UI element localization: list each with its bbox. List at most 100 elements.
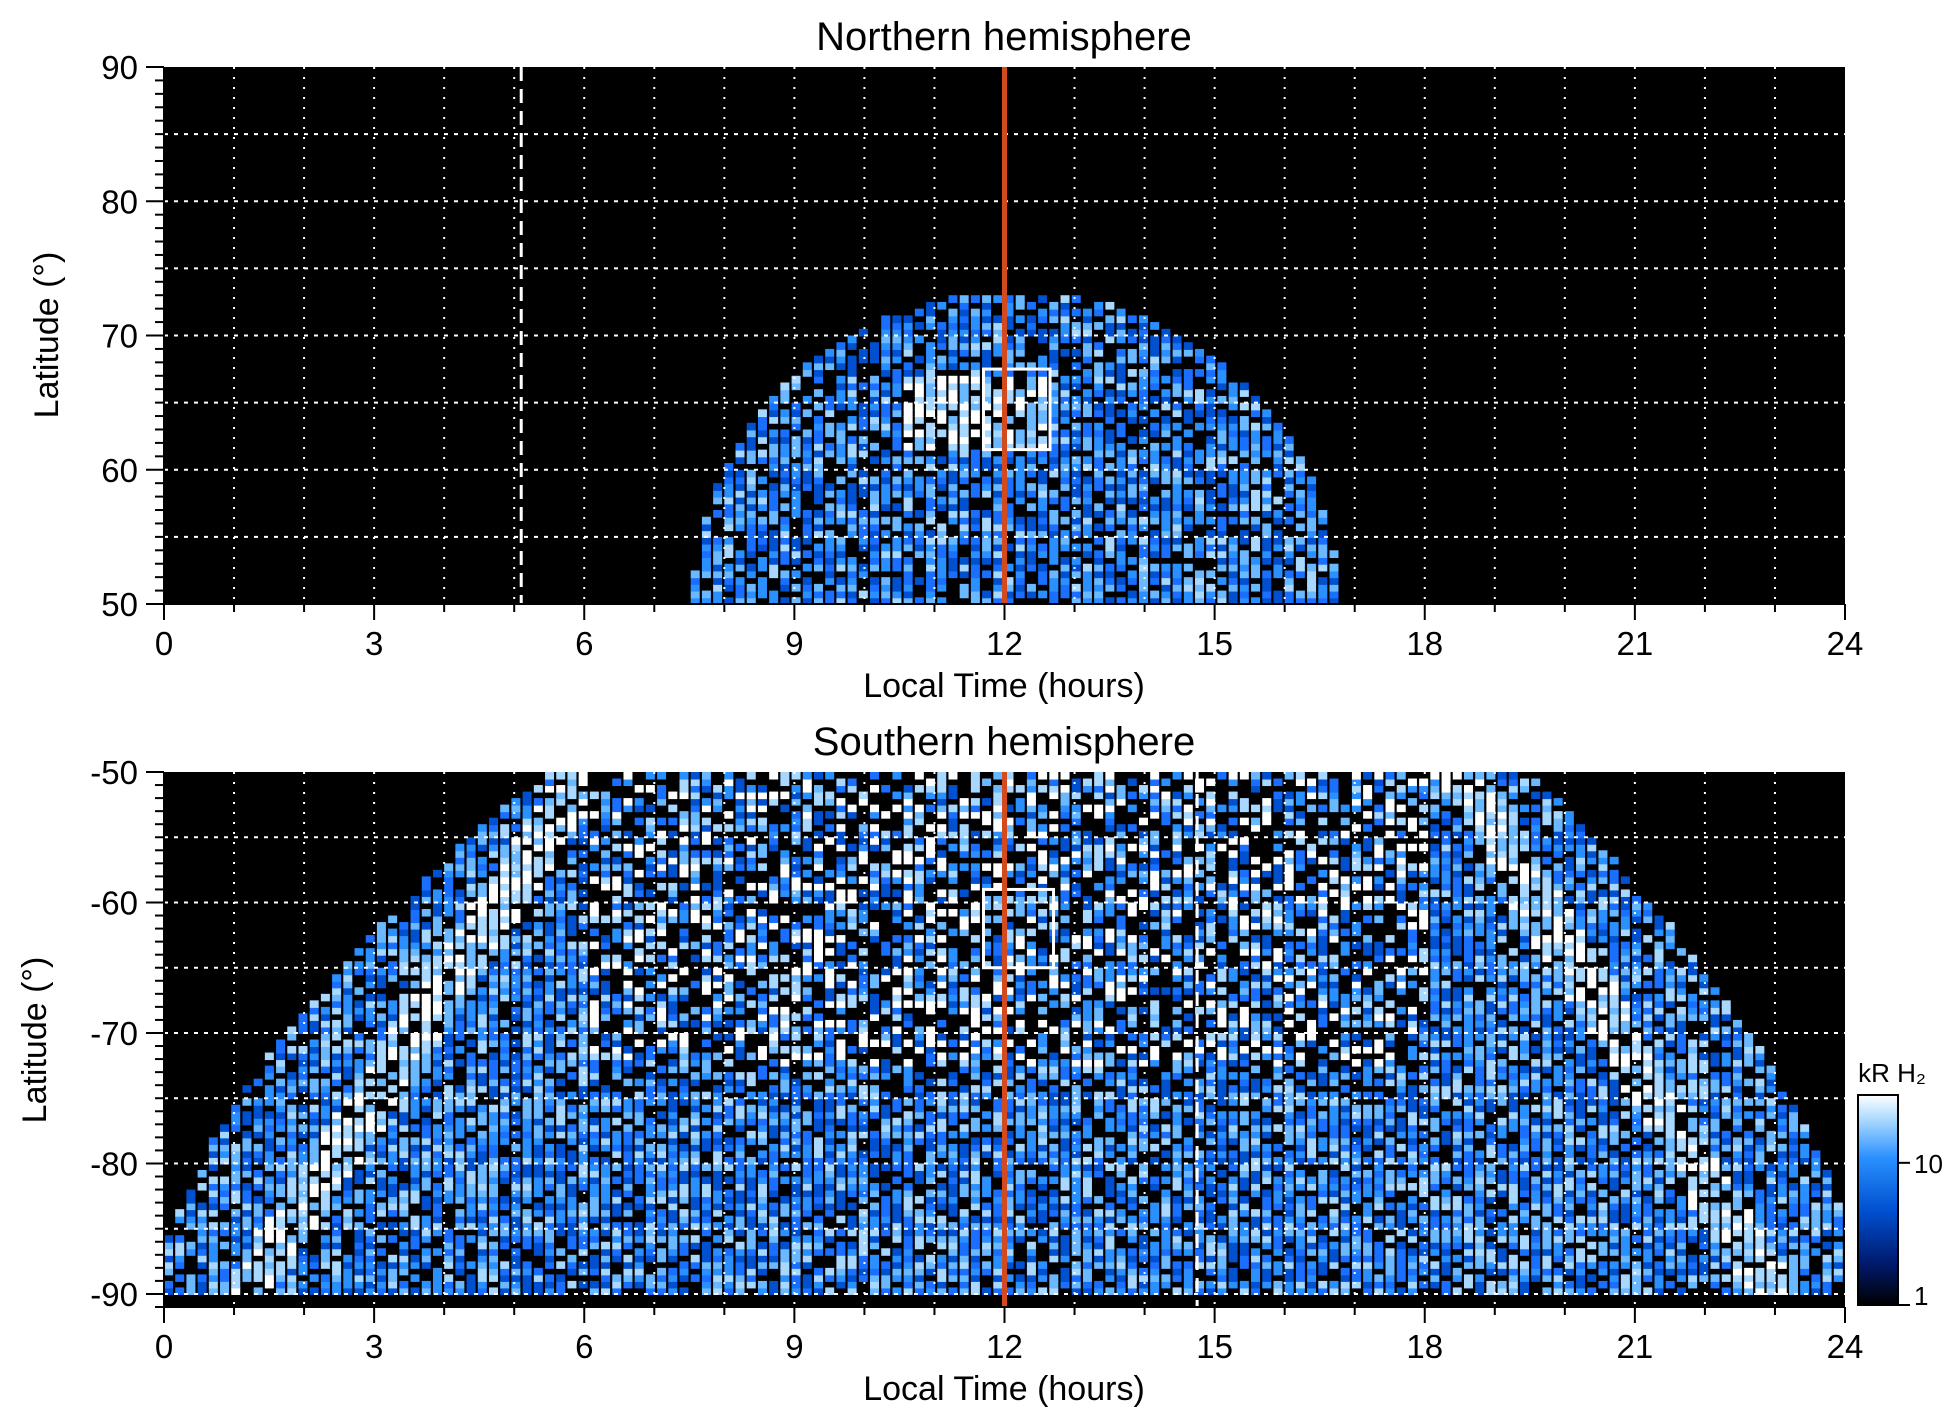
heat-cell bbox=[1441, 1280, 1451, 1289]
heat-cell bbox=[914, 369, 924, 377]
heat-cell bbox=[645, 1196, 655, 1204]
heat-cell bbox=[1239, 1248, 1249, 1256]
heat-cell bbox=[634, 1117, 644, 1126]
heat-cell bbox=[1217, 1150, 1227, 1158]
heat-cell bbox=[1295, 1287, 1305, 1295]
heat-cell bbox=[668, 1130, 678, 1139]
heat-cell bbox=[1531, 1254, 1541, 1263]
heat-cell bbox=[220, 1124, 230, 1132]
heat-cell bbox=[242, 1261, 252, 1269]
heat-cell bbox=[1564, 1287, 1574, 1295]
heat-cell bbox=[791, 543, 801, 552]
heat-cell bbox=[645, 1274, 655, 1282]
heat-cell bbox=[881, 1261, 891, 1269]
heat-cell bbox=[1138, 516, 1148, 525]
heat-cell bbox=[1542, 1124, 1552, 1132]
heat-cell bbox=[1206, 1287, 1216, 1295]
heat-cell bbox=[500, 1137, 510, 1145]
heat-cell bbox=[1015, 1130, 1025, 1139]
heat-cell bbox=[926, 422, 936, 431]
heat-cell bbox=[959, 523, 969, 532]
heat-cell bbox=[1329, 1137, 1339, 1145]
heat-cell bbox=[432, 1124, 442, 1132]
heat-cell bbox=[937, 1280, 947, 1289]
heat-cell bbox=[1643, 1124, 1653, 1132]
heat-cell bbox=[197, 1222, 207, 1230]
heat-cell bbox=[1004, 429, 1014, 438]
heat-cell bbox=[1094, 1287, 1104, 1295]
heat-cell bbox=[343, 1137, 353, 1145]
heat-cell bbox=[1150, 1228, 1160, 1237]
heat-cell bbox=[1318, 1222, 1328, 1230]
heat-cell bbox=[802, 442, 812, 451]
heat-cell bbox=[556, 1209, 566, 1217]
heat-cell bbox=[1273, 590, 1283, 599]
heat-cell bbox=[343, 1215, 353, 1224]
heat-cell bbox=[488, 1274, 498, 1282]
heat-cell bbox=[926, 463, 936, 471]
heat-cell bbox=[1150, 1215, 1160, 1224]
heat-cell bbox=[1004, 1287, 1014, 1295]
heat-cell bbox=[993, 530, 1003, 538]
heat-cell bbox=[1777, 1280, 1787, 1289]
heat-cell bbox=[1643, 1169, 1653, 1178]
heat-cell bbox=[903, 597, 913, 604]
heat-cell bbox=[1004, 503, 1014, 512]
heat-cell bbox=[1161, 1222, 1171, 1230]
heat-cell bbox=[724, 1163, 734, 1171]
heat-cell bbox=[1026, 362, 1036, 371]
heat-cell bbox=[1833, 1202, 1843, 1211]
heat-cell bbox=[1060, 1202, 1070, 1211]
heat-cell bbox=[847, 1189, 857, 1198]
heat-cell bbox=[455, 1189, 465, 1198]
heat-cell bbox=[1217, 1137, 1227, 1145]
heat-cell bbox=[701, 1130, 711, 1139]
heat-cell bbox=[1284, 1222, 1294, 1230]
heat-cell bbox=[926, 557, 936, 565]
heat-cell bbox=[567, 1222, 577, 1230]
heat-cell bbox=[287, 1150, 297, 1158]
heat-cell bbox=[1609, 1163, 1619, 1171]
heat-cell bbox=[242, 1150, 252, 1158]
heat-cell bbox=[1553, 1241, 1563, 1250]
heat-cell bbox=[1407, 1169, 1417, 1178]
heat-cell bbox=[287, 1189, 297, 1198]
heat-cell bbox=[1082, 328, 1092, 337]
heat-cell bbox=[847, 563, 857, 572]
heat-cell bbox=[500, 1274, 510, 1282]
heat-cell bbox=[601, 1124, 611, 1132]
heat-cell bbox=[937, 301, 947, 310]
heat-cell bbox=[757, 416, 767, 424]
heat-cell bbox=[556, 1287, 566, 1295]
heat-cell bbox=[926, 503, 936, 512]
heat-cell bbox=[1553, 1156, 1563, 1165]
heat-cell bbox=[780, 449, 790, 458]
heat-cell bbox=[410, 1261, 420, 1269]
heat-cell bbox=[1094, 382, 1104, 391]
heat-cell bbox=[488, 1183, 498, 1191]
heat-cell bbox=[668, 1183, 678, 1191]
heat-cell bbox=[914, 416, 924, 424]
heat-cell bbox=[1688, 1280, 1698, 1289]
heat-cell bbox=[522, 1267, 532, 1276]
heat-cell bbox=[264, 1117, 274, 1126]
heat-cell bbox=[601, 1183, 611, 1191]
heat-cell bbox=[1486, 1287, 1496, 1295]
heat-cell bbox=[870, 1202, 880, 1211]
heat-cell bbox=[1620, 1280, 1630, 1289]
heat-cell bbox=[1766, 1176, 1776, 1185]
heat-cell bbox=[1262, 1280, 1272, 1289]
heat-cell bbox=[847, 1130, 857, 1139]
heat-cell bbox=[870, 422, 880, 431]
heat-cell bbox=[1609, 1169, 1619, 1178]
heat-cell bbox=[1105, 322, 1115, 330]
heat-cell bbox=[791, 503, 801, 512]
heat-cell bbox=[388, 1196, 398, 1204]
heat-cell bbox=[1161, 496, 1171, 505]
heat-cell bbox=[1183, 382, 1193, 391]
heat-cell bbox=[1239, 570, 1249, 579]
heat-cell bbox=[1172, 409, 1182, 418]
heat-cell bbox=[1127, 489, 1137, 498]
heat-cell bbox=[1116, 469, 1126, 478]
heat-cell bbox=[1217, 1143, 1227, 1152]
